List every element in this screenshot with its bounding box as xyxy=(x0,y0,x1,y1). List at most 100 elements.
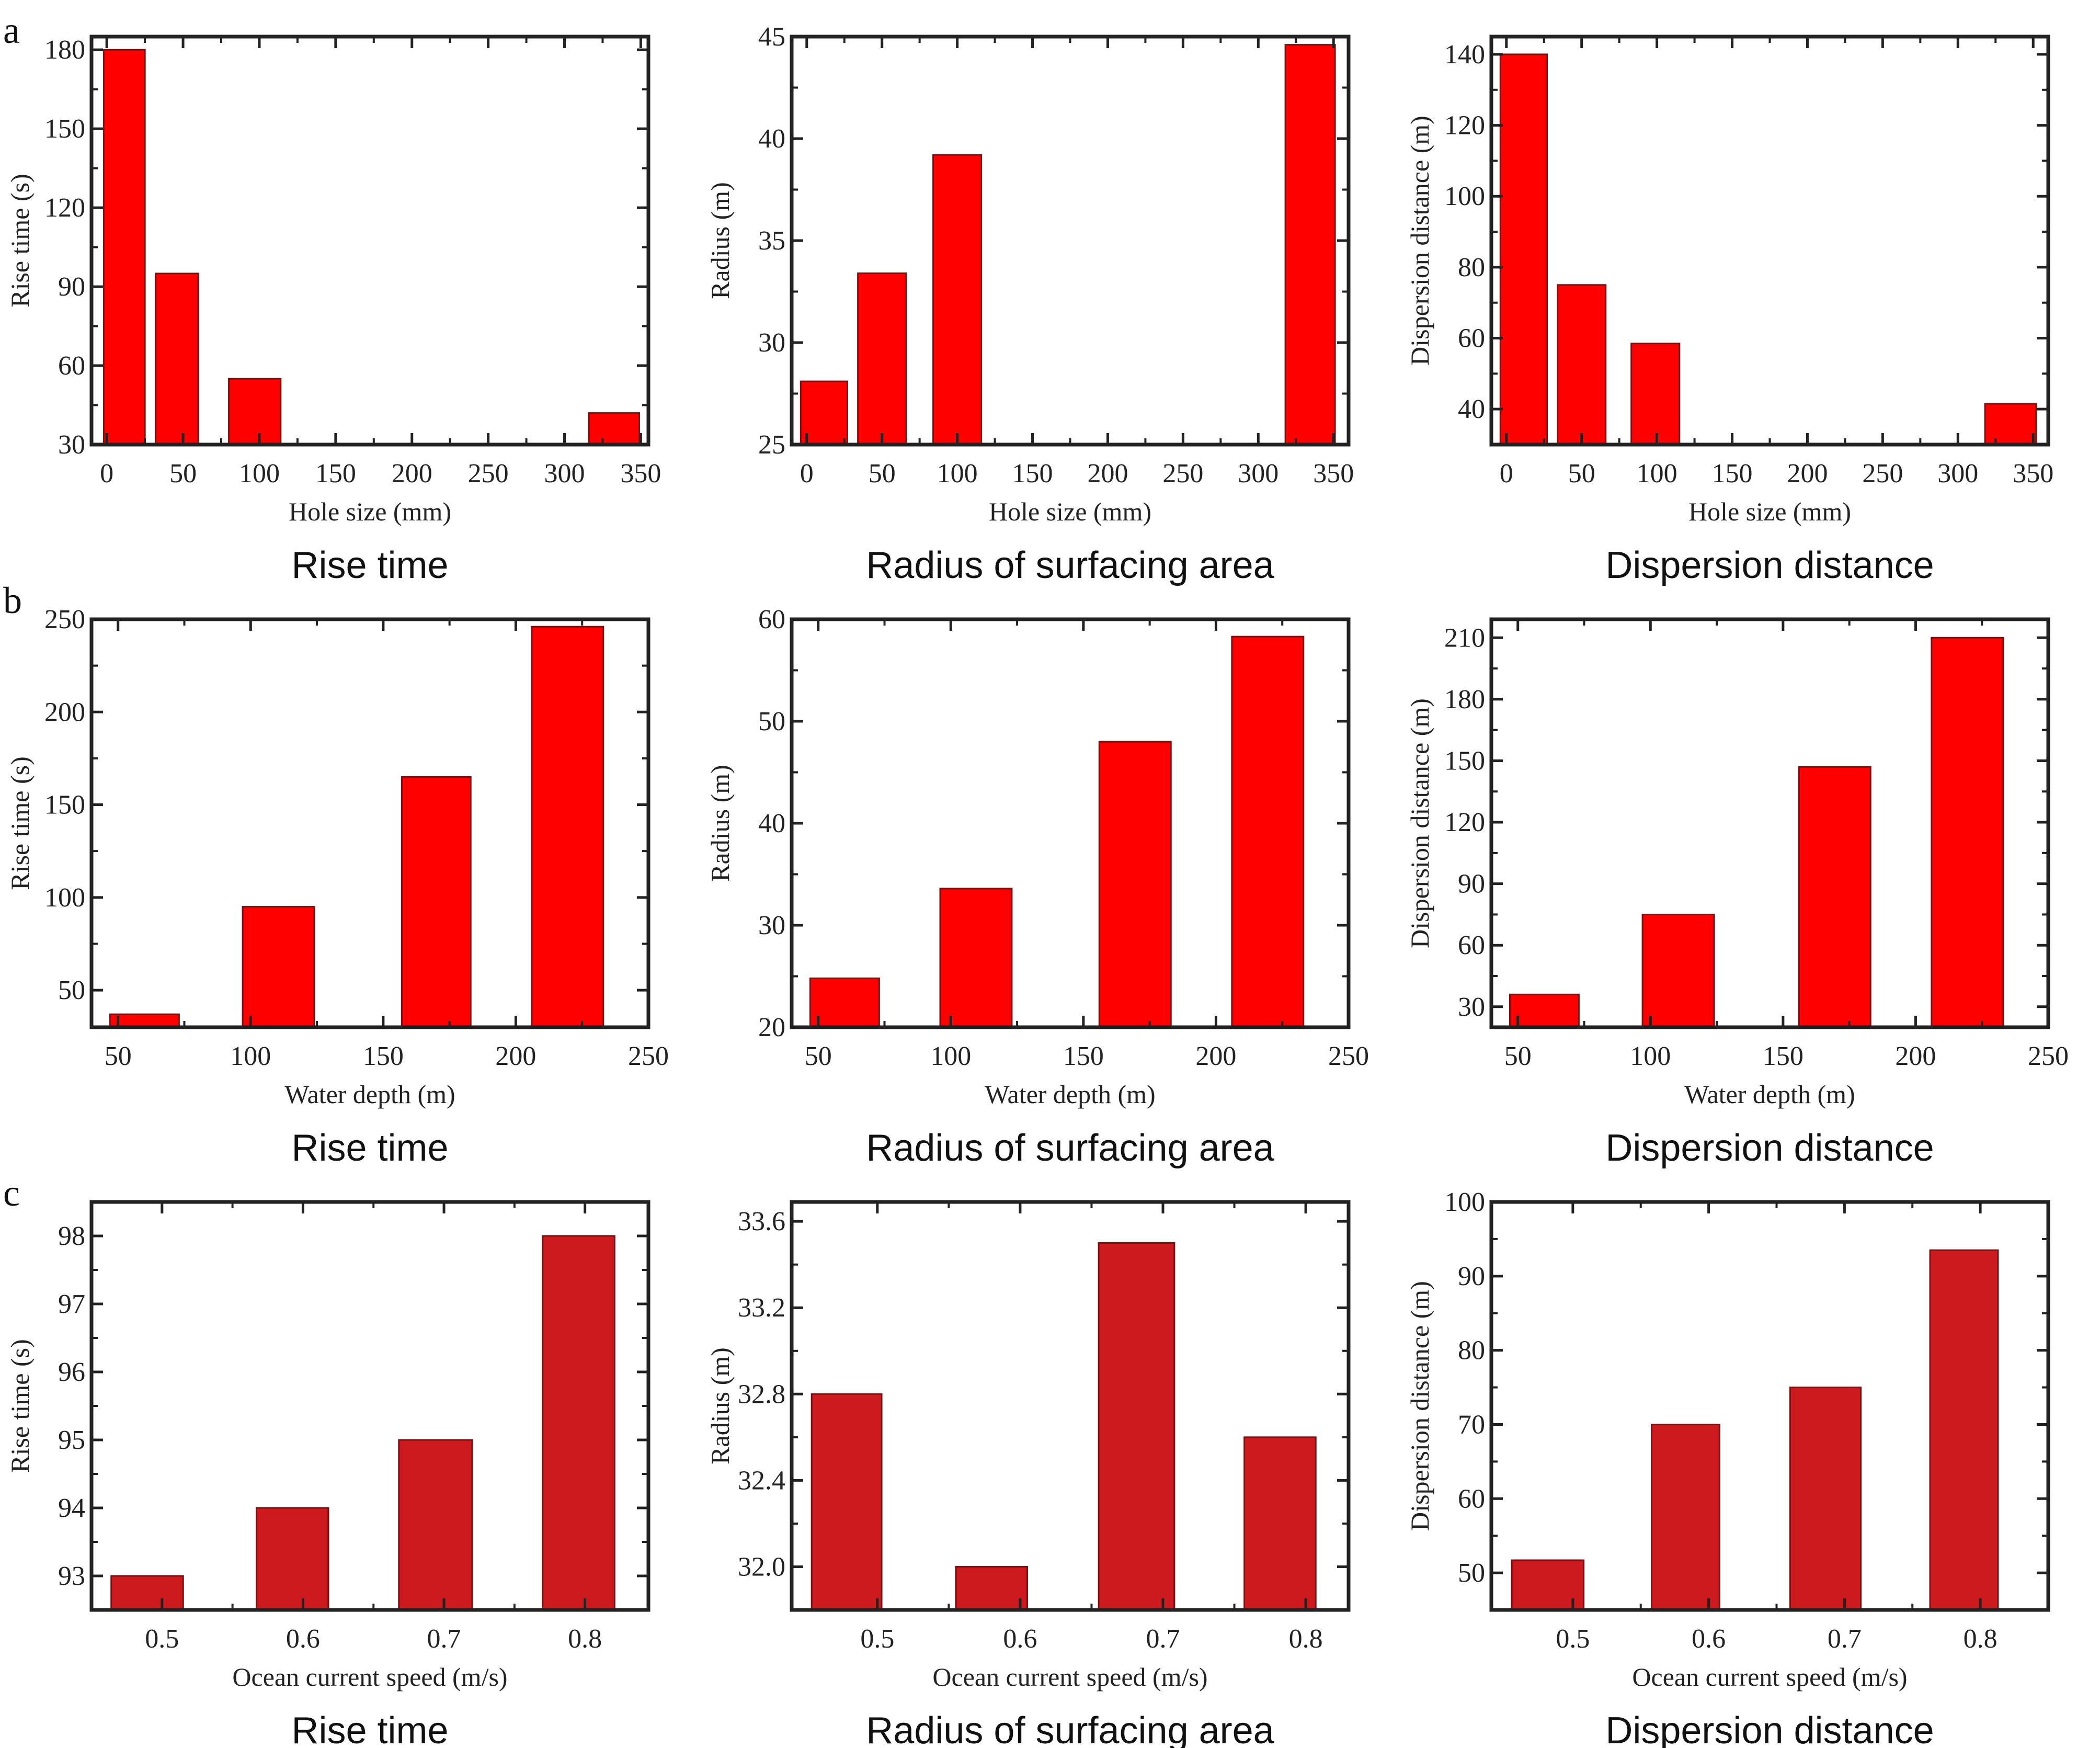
y-tick-label: 90 xyxy=(1458,1262,1485,1291)
chart-svg-c3: 0.5 0.6 0.7 0.8 50 60 70 80 90 100 Ocean current s… xyxy=(1405,1187,2050,1748)
y-tick-label: 180 xyxy=(1444,685,1485,714)
chart-svg-a3: 0 50 100 150 200 250 300 350 40 60 80 100 120 140 Hole… xyxy=(1405,35,2053,586)
y-tick-label: 90 xyxy=(1458,869,1485,899)
y-tick-label: 100 xyxy=(44,883,85,913)
chart-panel-c2: 0.5 0.6 0.7 0.8 32.0 32.4 32.8 33.2 33.6 Ocean cu… xyxy=(700,1165,1400,1748)
x-tick-label: 200 xyxy=(1895,1041,1936,1071)
y-tick-label: 120 xyxy=(1444,808,1485,837)
bar-b1-50 xyxy=(109,1013,180,1028)
row-label-c: c xyxy=(3,1172,20,1214)
x-tick-label: 0.6 xyxy=(286,1624,320,1654)
chart-svg-b1: 50 100 150 200 250 50 100 150 200 250 Water depth … xyxy=(5,605,669,1169)
y-tick-label: 60 xyxy=(758,605,785,634)
bar-a1-100 xyxy=(228,378,282,446)
bar-b3-100 xyxy=(1641,913,1715,1028)
y-tick-label: 30 xyxy=(58,430,85,460)
y-tick-label: 30 xyxy=(1458,992,1485,1022)
x-tick-label: 0.5 xyxy=(145,1624,179,1654)
x-tick-label: 200 xyxy=(1087,459,1128,489)
x-tick-label: 150 xyxy=(1012,459,1053,489)
y-tick-label: 250 xyxy=(44,605,85,634)
bar-c2-0.8 xyxy=(1243,1436,1317,1611)
chart-svg-a2: 0 50 100 150 200 250 300 350 25 30 35 40 45 Hole size… xyxy=(705,22,1354,586)
chart-panel-a2: 0 50 100 150 200 250 300 350 25 30 35 40 45 Hole size… xyxy=(700,0,1400,586)
x-tick-label: 0.7 xyxy=(1828,1624,1862,1654)
y-tick-label: 210 xyxy=(1444,623,1485,653)
bar-a1-350 xyxy=(588,412,640,446)
chart-panel-b1: 50 100 150 200 250 50 100 150 200 250 Water depth … xyxy=(0,583,700,1169)
bar-c1-0.6 xyxy=(255,1507,329,1611)
y-tick-label: 93 xyxy=(58,1561,85,1591)
bar-a2-100 xyxy=(932,154,983,446)
x-tick-label: 250 xyxy=(2028,1041,2069,1071)
y-tick-label: 90 xyxy=(58,272,85,302)
bar-c3-0.8 xyxy=(1929,1249,1999,1611)
bar-c1-0.8 xyxy=(542,1235,615,1611)
x-tick-label: 200 xyxy=(392,459,432,489)
chart-caption: Radius of surfacing area xyxy=(866,544,1274,586)
plot-frame xyxy=(89,617,650,1029)
chart-caption: Rise time xyxy=(291,1127,448,1169)
bar-a3-100 xyxy=(1630,343,1681,446)
plot-frame xyxy=(790,1200,1351,1612)
x-tick-label: 100 xyxy=(239,459,280,489)
x-tick-label: 100 xyxy=(1637,459,1677,489)
chart-caption: Rise time xyxy=(291,1710,448,1748)
x-tick-label: 50 xyxy=(105,1041,132,1071)
bar-c2-0.6 xyxy=(955,1565,1029,1611)
y-tick-label: 94 xyxy=(58,1493,85,1523)
y-tick-label: 60 xyxy=(1458,324,1485,354)
chart-panel-a1: 0 50 100 150 200 250 300 350 30 60 90 120 150 180 Hole… xyxy=(0,0,700,586)
y-tick-label: 60 xyxy=(1458,1484,1485,1514)
bar-b1-100 xyxy=(242,906,315,1028)
x-tick-label: 100 xyxy=(230,1041,271,1071)
x-tick-label: 50 xyxy=(1504,1041,1532,1071)
bar-a1-0 xyxy=(102,49,146,446)
chart-panel-c1: 0.5 0.6 0.7 0.8 93 94 95 96 97 98 Ocean current sp… xyxy=(0,1165,700,1748)
chart-caption: Radius of surfacing area xyxy=(866,1127,1274,1169)
y-axis-label: Radius (m) xyxy=(705,182,735,299)
x-tick-label: 250 xyxy=(628,1041,669,1071)
x-tick-label: 150 xyxy=(1063,1041,1104,1071)
row-label-b: b xyxy=(3,580,22,621)
y-tick-label: 140 xyxy=(1444,40,1485,70)
x-axis-label: Ocean current speed (m/s) xyxy=(932,1662,1207,1692)
bar-c1-0.7 xyxy=(398,1439,473,1611)
x-tick-label: 300 xyxy=(1937,459,1978,489)
x-tick-label: 100 xyxy=(1630,1041,1671,1071)
y-tick-label: 180 xyxy=(44,35,85,65)
y-tick-label: 40 xyxy=(758,809,785,838)
bar-a3-0 xyxy=(1499,53,1548,446)
x-tick-label: 150 xyxy=(315,459,356,489)
x-tick-label: 0.5 xyxy=(860,1624,894,1654)
bar-c3-0.6 xyxy=(1651,1423,1720,1611)
chart-svg-c2: 0.5 0.6 0.7 0.8 32.0 32.4 32.8 33.2 33.6 Ocean cu… xyxy=(705,1200,1351,1748)
y-tick-label: 150 xyxy=(44,790,85,820)
y-tick-label: 80 xyxy=(1458,253,1485,282)
x-tick-label: 350 xyxy=(2013,459,2053,489)
y-tick-label: 50 xyxy=(758,707,785,736)
bar-b3-50 xyxy=(1509,993,1580,1028)
x-tick-label: 200 xyxy=(495,1041,536,1071)
x-tick-label: 0.8 xyxy=(568,1624,602,1654)
y-tick-label: 150 xyxy=(1444,746,1485,776)
bar-a2-0 xyxy=(800,380,848,446)
x-tick-label: 250 xyxy=(1862,459,1903,489)
bar-a3-350 xyxy=(1984,403,2037,446)
x-tick-label: 50 xyxy=(1568,459,1595,489)
y-axis-label: Radius (m) xyxy=(705,1347,735,1465)
chart-svg-b3: 50 100 150 200 250 30 60 90 120 150 180 210 Water de… xyxy=(1405,617,2069,1169)
chart-caption: Rise time xyxy=(291,544,448,586)
x-tick-label: 0 xyxy=(800,459,814,489)
y-tick-label: 100 xyxy=(1444,181,1485,211)
x-axis-label: Hole size (mm) xyxy=(989,497,1151,526)
y-tick-label: 96 xyxy=(58,1357,85,1387)
y-tick-label: 33.6 xyxy=(738,1207,785,1236)
y-axis-label: Dispersion distance (m) xyxy=(1405,698,1434,948)
x-tick-label: 100 xyxy=(930,1041,971,1071)
y-tick-label: 120 xyxy=(1444,111,1485,141)
bar-c2-0.7 xyxy=(1098,1242,1175,1611)
y-axis-label: Rise time (s) xyxy=(5,1339,35,1473)
x-tick-label: 50 xyxy=(869,459,896,489)
chart-svg-b2: 50 100 150 200 250 20 30 40 50 60 Water depth (m) R… xyxy=(705,605,1369,1169)
